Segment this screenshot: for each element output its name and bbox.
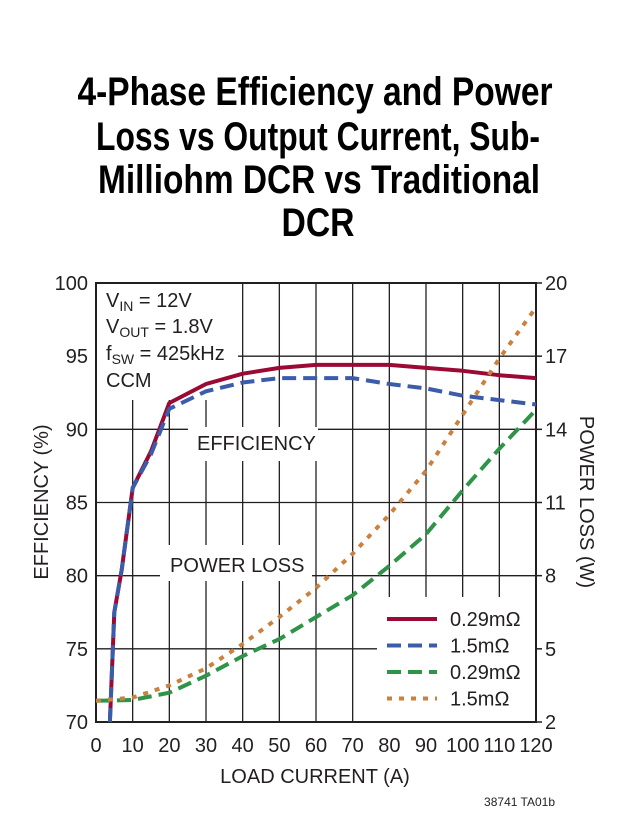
x-axis-label: LOAD CURRENT (A) [220, 766, 410, 788]
y2-tick-label: 17 [545, 346, 567, 368]
vout-label: VOUT = 1.8V [106, 316, 214, 340]
efficiency-annotation: EFFICIENCY [197, 433, 316, 455]
title-line-2: Loss vs Output Current, Sub- [96, 115, 540, 159]
series-lines [95, 306, 538, 723]
x-tick-label: 20 [158, 735, 180, 757]
series-line-3 [95, 306, 538, 703]
chart-title: 4-Phase Efficiency and Power Loss vs Out… [78, 70, 553, 245]
legend-label: 1.5mΩ [450, 689, 509, 711]
grid [96, 283, 536, 722]
title-line-1: 4-Phase Efficiency and Power [78, 70, 553, 114]
label-backgrounds [97, 284, 535, 721]
legend-label: 1.5mΩ [450, 636, 509, 658]
x-tick-label: 120 [519, 735, 552, 757]
y-tick-label: 100 [55, 273, 88, 295]
legend: 0.29mΩ 1.5mΩ 0.29mΩ 1.5mΩ [387, 609, 521, 711]
x-tick-label: 30 [195, 735, 217, 757]
tick-labels: 0 10 20 30 40 50 60 70 80 90 100 110 120707580859095… [55, 273, 568, 757]
legend-label: 0.29mΩ [450, 662, 521, 684]
y-tick-label: 80 [66, 566, 88, 588]
y2-tick-label: 2 [545, 712, 556, 734]
y2-tick-label: 20 [545, 273, 567, 295]
mode-label: CCM [106, 370, 152, 392]
x-tick-label: 90 [415, 735, 437, 757]
y-tick-label: 70 [66, 712, 88, 734]
y2-tick-label: 11 [545, 493, 566, 515]
y2-axis-label: POWER LOSS (W) [575, 416, 597, 588]
x-tick-label: 80 [378, 735, 400, 757]
y2-tick-label: 14 [545, 419, 567, 441]
title-line-4: DCR [282, 201, 355, 245]
power-loss-annotation: POWER LOSS [170, 555, 304, 577]
vin-label: VIN = 12V [106, 290, 192, 314]
x-tick-label: 0 [90, 735, 101, 757]
conditions-annotation: VIN = 12V VOUT = 1.8V fSW = 425kHz CCM [106, 290, 225, 392]
series-line-1 [107, 376, 537, 723]
legend-label: 0.29mΩ [450, 609, 521, 631]
x-tick-label: 100 [446, 735, 479, 757]
footnote: 38741 TA01b [484, 795, 555, 809]
y-tick-label: 85 [66, 493, 88, 515]
x-tick-label: 70 [342, 735, 364, 757]
title-line-3: Milliohm DCR vs Traditional [98, 158, 540, 202]
x-tick-label: 110 [483, 735, 515, 757]
fsw-label: fSW = 425kHz [106, 343, 225, 367]
x-tick-label: 60 [305, 735, 327, 757]
x-tick-label: 50 [268, 735, 290, 757]
series-line-2 [95, 408, 538, 703]
x-tick-label: 40 [232, 735, 254, 757]
y-axis-label: EFFICIENCY (%) [31, 424, 53, 579]
y2-tick-label: 8 [545, 566, 556, 588]
y-tick-label: 75 [66, 639, 88, 661]
y-tick-label: 90 [66, 419, 88, 441]
y2-tick-label: 5 [545, 639, 556, 661]
y-tick-label: 95 [66, 346, 88, 368]
x-tick-label: 10 [122, 735, 144, 757]
